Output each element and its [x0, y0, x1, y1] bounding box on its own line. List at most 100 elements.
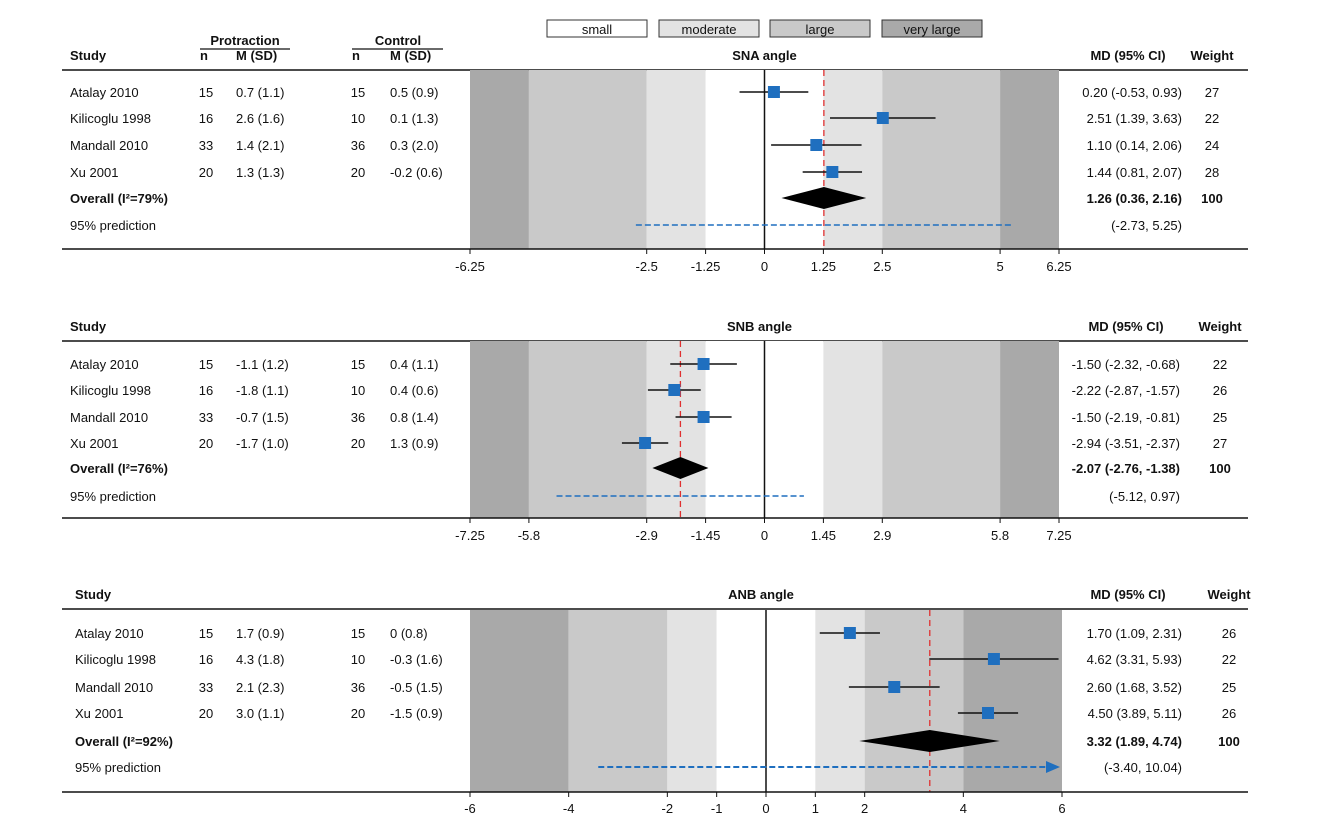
x-tick-label: -6 — [464, 801, 476, 816]
protraction-msd: -0.7 (1.5) — [236, 410, 289, 425]
control-msd-header: M (SD) — [390, 48, 431, 63]
study-name: Mandall 2010 — [70, 138, 148, 153]
study-effect-marker — [982, 707, 994, 719]
overall-md-ci: 1.26 (0.36, 2.16) — [1087, 191, 1182, 206]
prediction-row: 95% prediction (-5.12, 0.97) — [70, 489, 1180, 504]
protraction-msd: -1.7 (1.0) — [236, 436, 289, 451]
protraction-msd: -1.8 (1.1) — [236, 383, 289, 398]
weight-value: 26 — [1222, 706, 1236, 721]
overall-md-ci: -2.07 (-2.76, -1.38) — [1072, 461, 1180, 476]
study-effect-marker — [697, 358, 710, 370]
study-name: Atalay 2010 — [70, 357, 139, 372]
forest-panel-3: Study ANB angle MD (95% CI) Weight Atalay 20… — [62, 587, 1251, 816]
band-very-large-pos — [1000, 70, 1059, 249]
md-ci-value: -1.50 (-2.32, -0.68) — [1072, 357, 1180, 372]
study-row: Xu 2001 20 3.0 (1.1) 20 -1.5 (0.9) 4.50 (3.89… — [75, 706, 1236, 721]
band-large-neg — [568, 610, 668, 792]
protraction-n: 20 — [199, 706, 213, 721]
prediction-arrowhead — [1046, 761, 1060, 773]
overall-md-ci: 3.32 (1.89, 4.74) — [1087, 734, 1182, 749]
group-headers: Protraction Control — [200, 33, 443, 50]
study-row: Atalay 2010 15 1.7 (0.9) 15 0 (0.8) 1.70 (1.0… — [75, 626, 1236, 641]
md-ci-value: 1.44 (0.81, 2.07) — [1087, 165, 1182, 180]
x-tick-label: 2 — [861, 801, 868, 816]
x-tick-label: 0 — [762, 801, 769, 816]
control-msd: 0.1 (1.3) — [390, 111, 438, 126]
control-msd: 0.4 (1.1) — [390, 357, 438, 372]
control-msd: -0.3 (1.6) — [390, 652, 443, 667]
effect-size-legend: small moderate large very large — [546, 19, 983, 38]
x-tick-label: 2.5 — [873, 259, 891, 274]
study-effect-marker — [876, 112, 889, 124]
x-tick-label: -7.25 — [455, 528, 485, 543]
protraction-n: 15 — [199, 357, 213, 372]
weight-header: Weight — [1190, 48, 1234, 63]
study-effect-marker — [843, 627, 856, 639]
protraction-msd: -1.1 (1.2) — [236, 357, 289, 372]
overall-label: Overall (I²=76%) — [70, 461, 168, 476]
protraction-msd: 2.6 (1.6) — [236, 111, 284, 126]
study-row: Kilicoglu 1998 16 4.3 (1.8) 10 -0.3 (1.6) 4.6… — [75, 652, 1236, 667]
study-name: Atalay 2010 — [75, 626, 144, 641]
band-moderate-pos — [823, 341, 883, 518]
weight-value: 22 — [1205, 111, 1219, 126]
study-name: Xu 2001 — [70, 436, 118, 451]
protraction-n: 16 — [199, 383, 213, 398]
legend-item-moderate: moderate — [658, 19, 760, 38]
legend-label-small: small — [582, 22, 612, 37]
protraction-header: Protraction — [210, 33, 279, 48]
protraction-n: 15 — [199, 626, 213, 641]
control-n: 15 — [351, 626, 365, 641]
prediction-label: 95% prediction — [70, 218, 156, 233]
study-row: Kilicoglu 1998 16 2.6 (1.6) 10 0.1 (1.3) 2.51… — [70, 111, 1219, 126]
control-n: 10 — [351, 652, 365, 667]
prediction-interval: (-2.73, 5.25) — [1111, 218, 1182, 233]
overall-weight: 100 — [1209, 461, 1231, 476]
control-msd: 1.3 (0.9) — [390, 436, 438, 451]
weight-value: 25 — [1222, 680, 1236, 695]
prediction-row: 95% prediction (-3.40, 10.04) — [75, 760, 1182, 775]
md-ci-value: 1.70 (1.09, 2.31) — [1087, 626, 1182, 641]
md-ci-header: MD (95% CI) — [1090, 48, 1165, 63]
overall-row: Overall (I²=76%) -2.07 (-2.76, -1.38) 100 — [70, 457, 1231, 479]
x-tick-label: 6 — [1058, 801, 1065, 816]
x-tick-label: -4 — [563, 801, 575, 816]
x-tick-label: 5.8 — [991, 528, 1009, 543]
md-ci-header: MD (95% CI) — [1090, 587, 1165, 602]
study-name: Xu 2001 — [70, 165, 118, 180]
study-name: Atalay 2010 — [70, 85, 139, 100]
legend-item-large: large — [769, 19, 871, 38]
x-tick-label: -1.45 — [691, 528, 721, 543]
x-tick-label: -2.5 — [635, 259, 657, 274]
protraction-n: 33 — [199, 680, 213, 695]
overall-label: Overall (I²=92%) — [75, 734, 173, 749]
band-large-neg — [528, 341, 647, 518]
protraction-n: 15 — [199, 85, 213, 100]
md-ci-value: -2.22 (-2.87, -1.57) — [1072, 383, 1180, 398]
x-tick-label: 5 — [996, 259, 1003, 274]
control-n: 10 — [351, 383, 365, 398]
control-msd: 0 (0.8) — [390, 626, 428, 641]
study-row: Xu 2001 20 1.3 (1.3) 20 -0.2 (0.6) 1.44 (0.81… — [70, 165, 1219, 180]
control-header: Control — [375, 33, 421, 48]
overall-weight: 100 — [1218, 734, 1240, 749]
overall-diamond — [781, 187, 867, 209]
band-moderate-neg — [646, 341, 706, 518]
study-header: Study — [70, 319, 107, 334]
protraction-n: 20 — [199, 436, 213, 451]
control-n: 15 — [351, 85, 365, 100]
overall-row: Overall (I²=79%) 1.26 (0.36, 2.16) 100 — [70, 187, 1223, 209]
band-very-large-neg — [470, 341, 529, 518]
md-ci-value: 2.51 (1.39, 3.63) — [1087, 111, 1182, 126]
protraction-msd: 3.0 (1.1) — [236, 706, 284, 721]
legend-label-moderate: moderate — [682, 22, 737, 37]
chart-title: ANB angle — [728, 587, 794, 602]
control-msd: 0.4 (0.6) — [390, 383, 438, 398]
study-name: Mandall 2010 — [75, 680, 153, 695]
overall-diamond — [652, 457, 709, 479]
study-effect-marker — [987, 653, 1000, 665]
weight-value: 25 — [1213, 410, 1227, 425]
md-ci-value: 1.10 (0.14, 2.06) — [1087, 138, 1182, 153]
protraction-n: 33 — [199, 138, 213, 153]
